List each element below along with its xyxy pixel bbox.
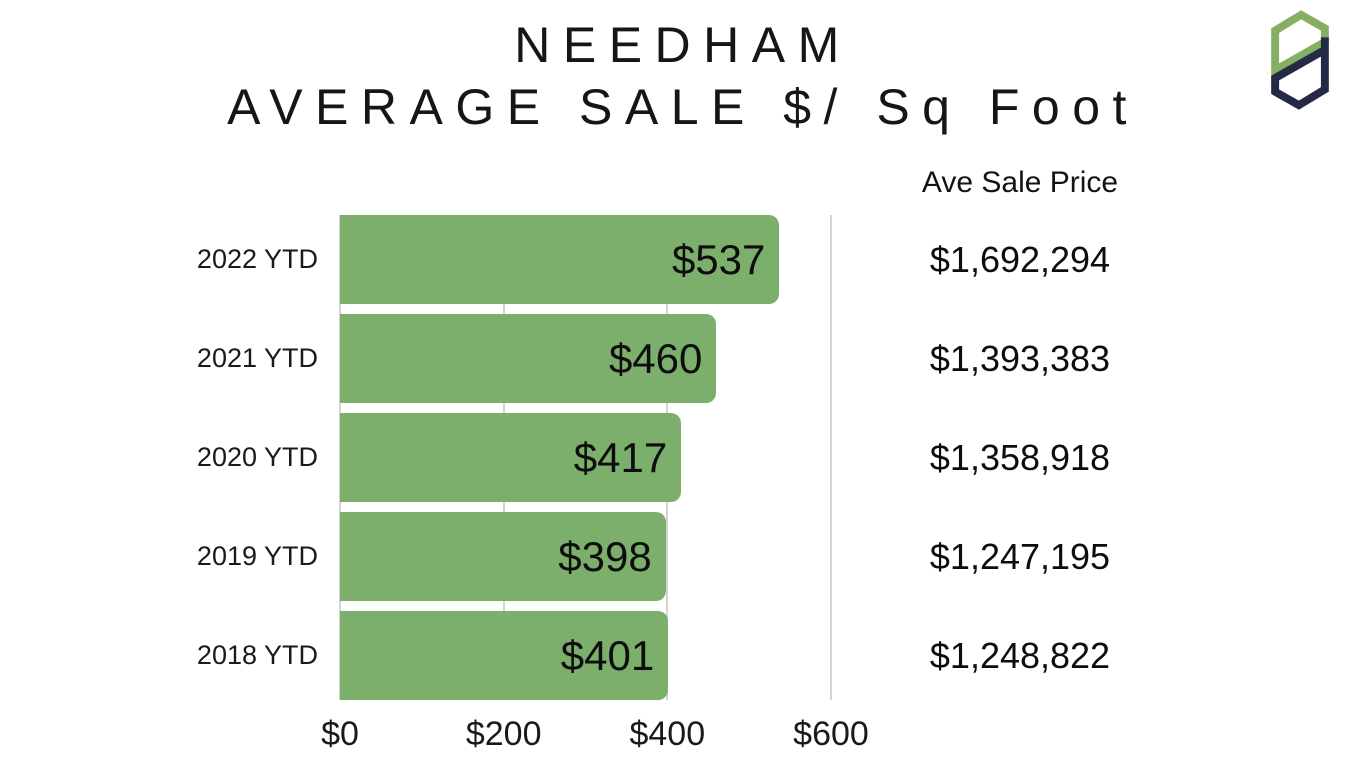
category-axis: 2022 YTD 2021 YTD 2020 YTD 2019 YTD 2018…: [130, 215, 318, 700]
pd-logo-icon: [1271, 10, 1329, 110]
bar-2018: $401: [340, 611, 669, 700]
chart-title-line-1: NEEDHAM: [514, 17, 852, 73]
value-axis: $0 $200 $400 $600: [321, 710, 869, 758]
ave-sale-price-2022: $1,692,294: [929, 239, 1111, 280]
logo-d-path: [1271, 37, 1329, 110]
bar-2020: $417: [340, 413, 682, 502]
bar-2021: $460: [340, 314, 717, 403]
bar-value-label-2018: $401: [560, 631, 655, 679]
x-tick-label-200: $200: [465, 715, 542, 753]
price-column: $1,692,294 $1,393,383 $1,358,918 $1,247,…: [875, 215, 1165, 700]
category-label-2020: 2020 YTD: [196, 442, 318, 472]
bar-value-label-2021: $460: [608, 334, 703, 382]
ave-sale-price-2018: $1,248,822: [929, 635, 1111, 676]
ave-sale-price-2020: $1,358,918: [929, 437, 1111, 478]
bar-2019: $398: [340, 512, 666, 601]
bar-value-label-2020: $417: [573, 433, 668, 481]
category-label-2022: 2022 YTD: [196, 244, 318, 274]
bar-value-label-2019: $398: [558, 532, 652, 580]
x-tick-label-0: $0: [321, 715, 359, 753]
chart-title: NEEDHAM AVERAGE SALE $/ Sq Foot: [0, 14, 1366, 138]
x-tick-label-600: $600: [793, 715, 869, 753]
bar-value-label-2022: $537: [671, 235, 766, 283]
logo-p-path: [1271, 10, 1329, 83]
bar-2022: $537: [340, 215, 780, 304]
category-label-2021: 2021 YTD: [196, 343, 318, 373]
gridline-600: [830, 215, 832, 700]
category-label-2018: 2018 YTD: [196, 640, 318, 670]
ave-sale-price-2019: $1,247,195: [929, 536, 1111, 577]
ave-sale-price-2021: $1,393,383: [929, 338, 1111, 379]
plot-area: $537 $460 $417 $398 $401: [339, 215, 832, 700]
category-label-2019: 2019 YTD: [196, 541, 318, 571]
price-column-header: Ave Sale Price: [921, 166, 1119, 199]
x-tick-label-400: $400: [629, 715, 706, 753]
chart-title-line-2: AVERAGE SALE $/ Sq Foot: [227, 79, 1139, 135]
